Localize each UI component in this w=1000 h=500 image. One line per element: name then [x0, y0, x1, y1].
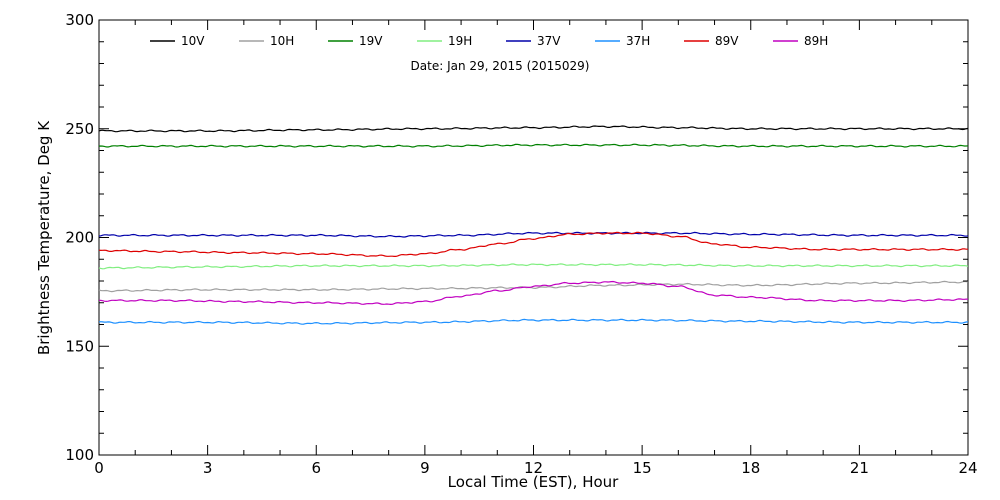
series-line-19v	[98, 143, 969, 148]
legend: 10V 10H 19V 19H 37V 37H 89V 89H	[150, 34, 828, 48]
series-line-37v	[98, 231, 969, 238]
x-tick-label: 21	[850, 459, 869, 477]
series-line-37h	[98, 318, 969, 325]
x-tick-label: 24	[958, 459, 977, 477]
y-tick-label: 250	[65, 120, 94, 138]
x-tick-label: 6	[311, 459, 321, 477]
x-tick-label: 18	[741, 459, 760, 477]
legend-label-10h: 10H	[270, 34, 294, 48]
x-axis-title: Local Time (EST), Hour	[448, 473, 619, 491]
legend-label-37v: 37V	[537, 34, 561, 48]
legend-label-37h: 37H	[626, 34, 650, 48]
series-line-89v	[98, 231, 968, 257]
x-tick-label: 3	[203, 459, 213, 477]
legend-label-89v: 89V	[715, 34, 739, 48]
series-line-89h	[99, 280, 969, 306]
legend-label-19h: 19H	[448, 34, 472, 48]
series-line-10v	[98, 125, 969, 133]
x-tick-label: 0	[94, 459, 104, 477]
series-lines	[98, 125, 969, 325]
y-tick-label: 200	[65, 229, 94, 247]
plot-area: 0 3 6 9 12 15 18 21 24 100 150 200 250 300	[65, 11, 977, 477]
series-line-10h	[98, 280, 969, 293]
y-tick-label: 150	[65, 337, 94, 355]
y-tick-label: 300	[65, 11, 94, 29]
series-line-19h	[98, 263, 969, 270]
legend-label-10v: 10V	[181, 34, 205, 48]
legend-label-19v: 19V	[359, 34, 383, 48]
plot-frame	[98, 19, 969, 456]
date-annotation: Date: Jan 29, 2015 (2015029)	[411, 59, 590, 73]
x-tick-label: 15	[633, 459, 652, 477]
x-tick-label: 12	[524, 459, 543, 477]
y-axis-title: Brightness Temperature, Deg K	[35, 120, 53, 355]
y-tick-label: 100	[65, 446, 94, 464]
x-tick-label: 9	[420, 459, 430, 477]
y-axis-ticks: 100 150 200 250 300	[65, 11, 968, 464]
x-axis-ticks: 0 3 6 9 12 15 18 21 24	[94, 20, 978, 477]
legend-label-89h: 89H	[804, 34, 828, 48]
